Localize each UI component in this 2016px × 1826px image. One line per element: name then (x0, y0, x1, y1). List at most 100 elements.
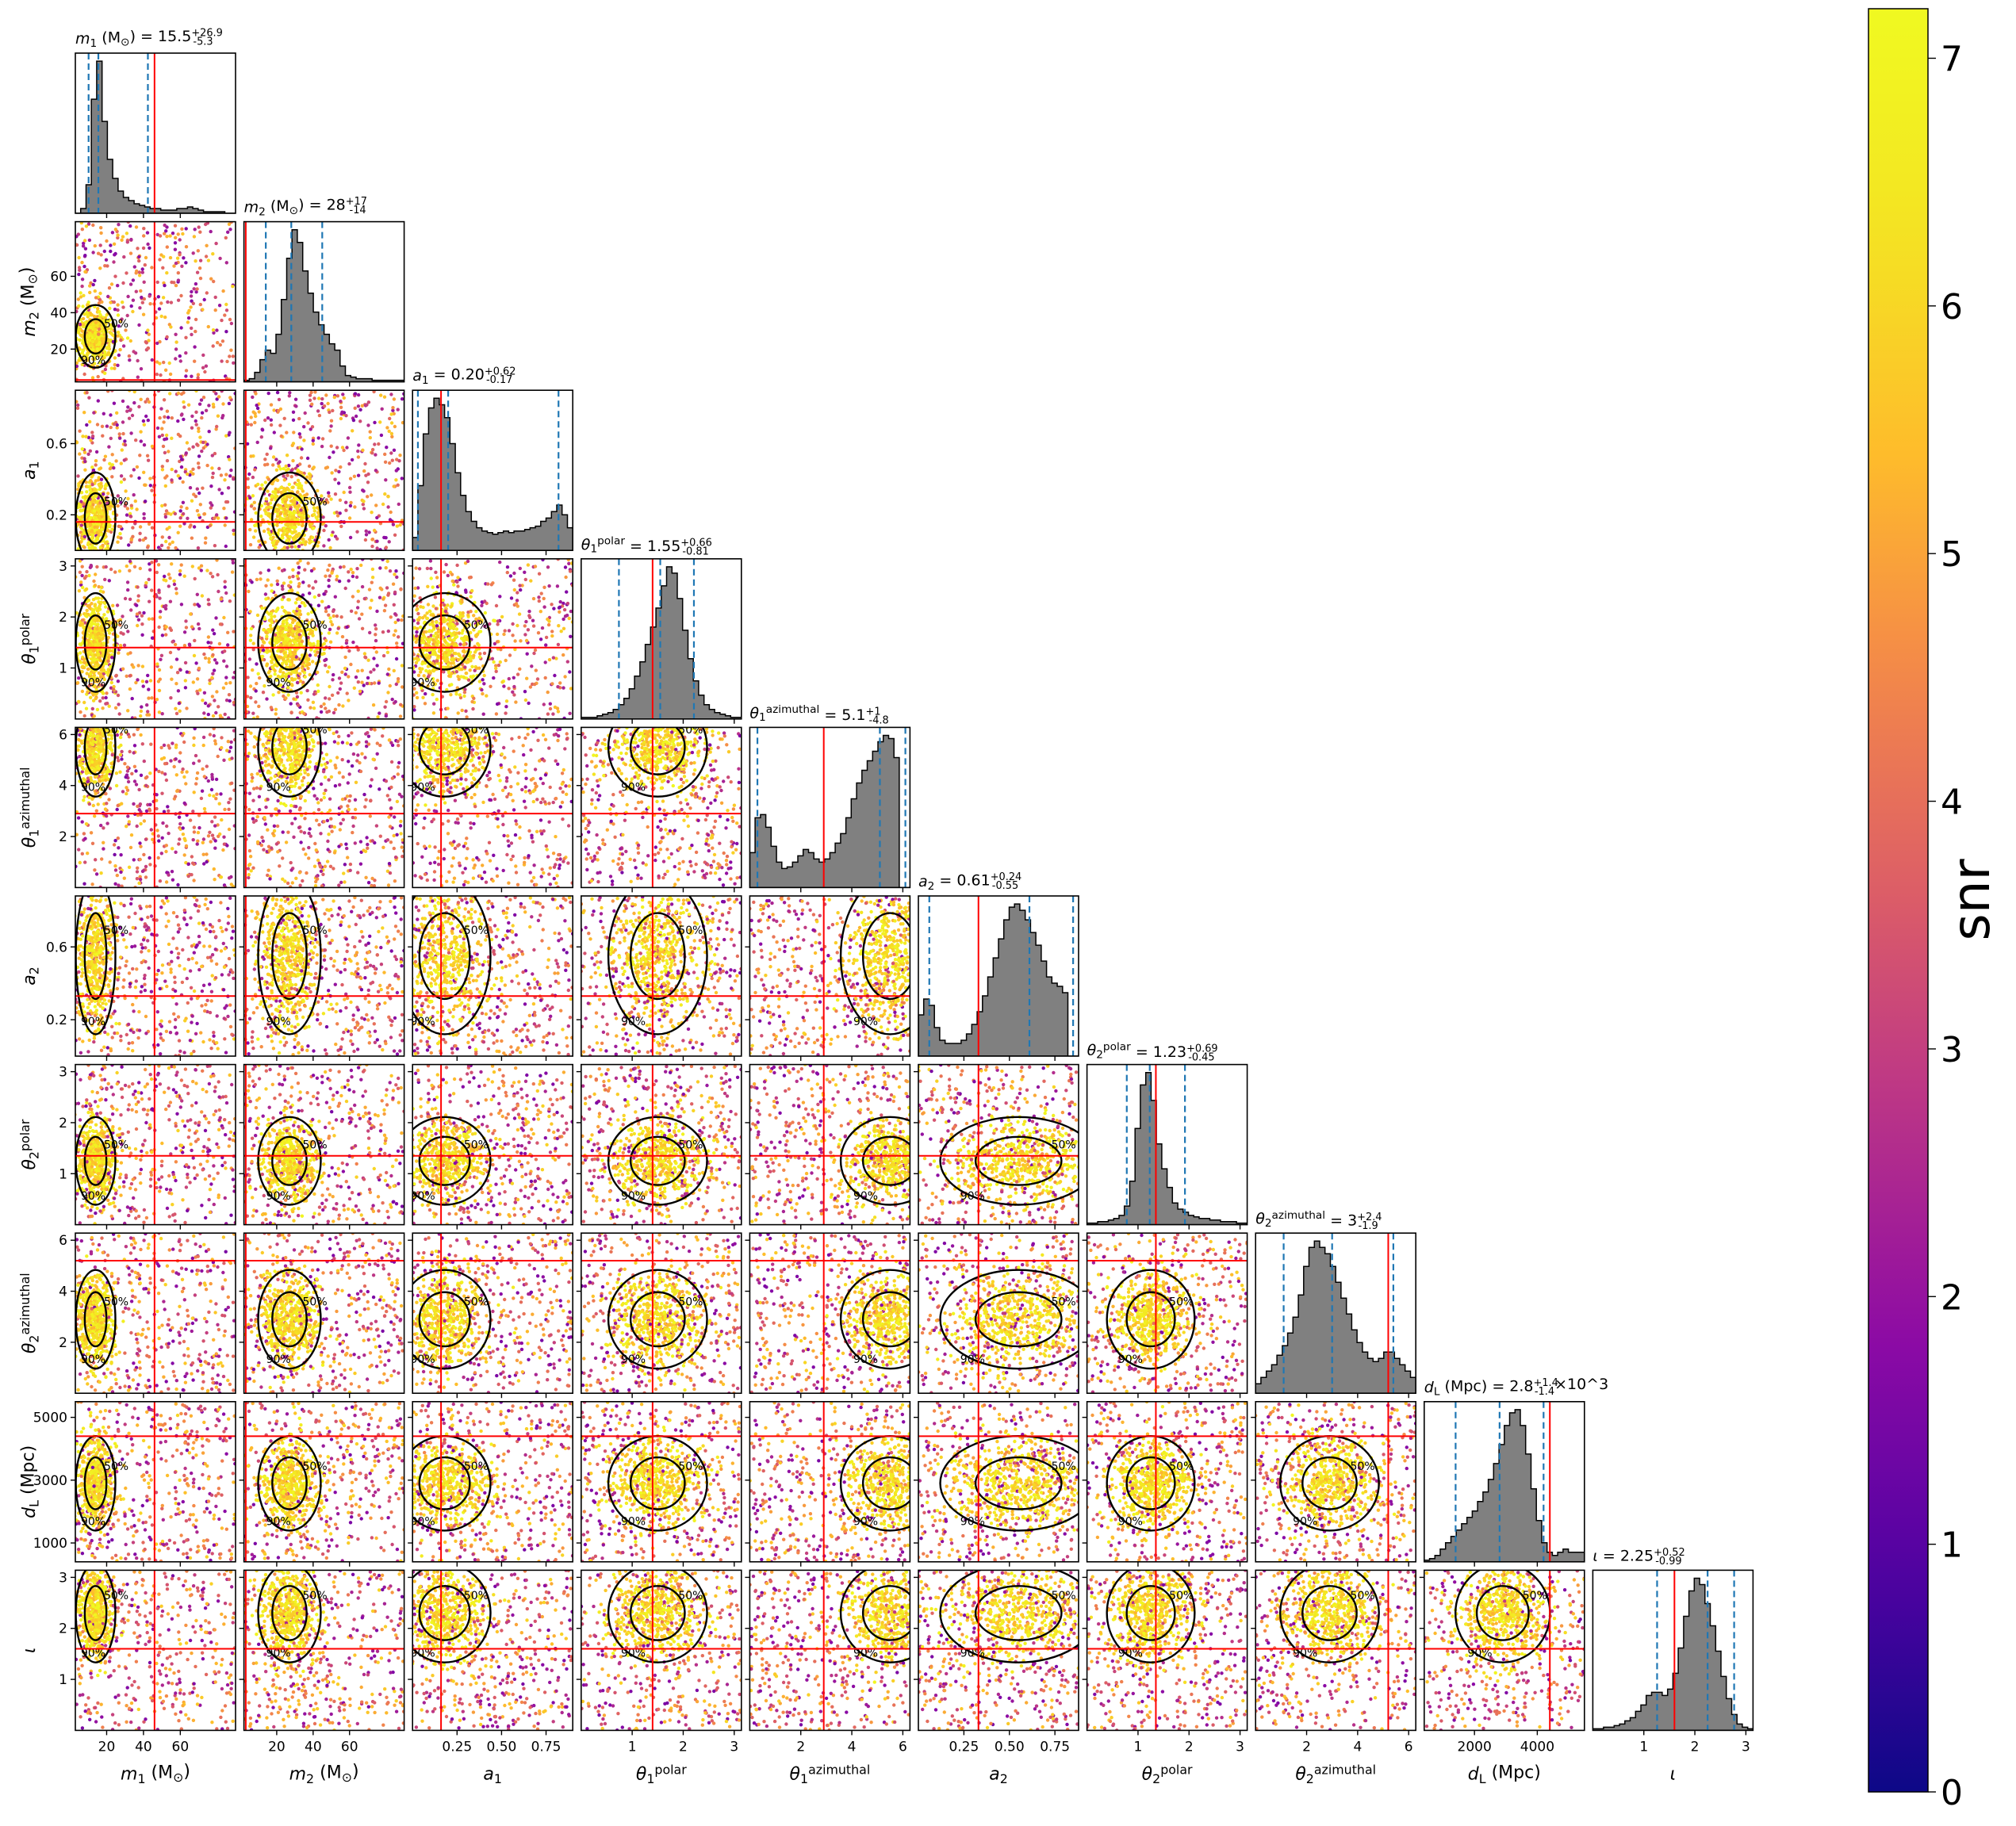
scatter-point (379, 393, 383, 397)
scatter-point (164, 437, 169, 441)
scatter-point (79, 291, 82, 295)
scatter-point (159, 253, 163, 257)
scatter-point (93, 584, 98, 588)
scatter-point (512, 571, 516, 576)
scatter-point (542, 585, 546, 589)
scatter-point (511, 634, 515, 637)
scatter-point (454, 627, 459, 631)
scatter-point (263, 592, 268, 596)
scatter-point (121, 235, 125, 239)
scatter-point (200, 415, 204, 420)
scatter-point (462, 690, 467, 695)
scatter-point (363, 461, 367, 466)
scatter-point (266, 416, 270, 420)
scatter-point (255, 662, 259, 666)
scatter-point (205, 243, 209, 247)
scatter-panel-a1-vs-m1: 50%90%0.20.6 (46, 389, 236, 556)
contour-90 (257, 471, 322, 551)
scatter-point (105, 264, 109, 268)
x-axis-label-m2: m2 (M⊙) (289, 1762, 359, 1786)
scatter-point (308, 496, 312, 501)
scatter-point (99, 675, 103, 679)
scatter-point (174, 591, 178, 595)
scatter-point (107, 704, 111, 708)
scatter-point (412, 657, 416, 661)
scatter-point (140, 633, 144, 637)
scatter-point (93, 658, 97, 662)
scatter-point (309, 610, 314, 614)
scatter-point (312, 641, 316, 646)
scatter-point (282, 595, 286, 599)
scatter-point (401, 614, 404, 618)
scatter-point (164, 539, 168, 544)
scatter-point (343, 672, 347, 676)
scatter-point (360, 612, 364, 616)
scatter-point (117, 353, 121, 358)
scatter-point (531, 618, 535, 622)
scatter-point (76, 474, 80, 478)
scatter-point (142, 234, 146, 238)
scatter-point (138, 454, 142, 457)
scatter-point (131, 309, 135, 314)
scatter-point (224, 544, 228, 549)
scatter-point (120, 448, 124, 452)
scatter-point (106, 390, 110, 393)
scatter-point (142, 611, 146, 615)
scatter-point (106, 659, 110, 663)
scatter-point (93, 528, 97, 533)
scatter-point (290, 443, 294, 447)
scatter-point (119, 335, 123, 339)
scatter-point (300, 552, 303, 555)
scatter-point (205, 221, 210, 225)
scatter-point (306, 657, 311, 662)
scatter-point (290, 683, 294, 687)
scatter-point (129, 608, 133, 612)
scatter-point (552, 607, 556, 611)
scatter-point (182, 256, 186, 260)
scatter-point (290, 554, 293, 557)
scatter-point (104, 565, 108, 569)
scatter-point (249, 518, 254, 522)
scatter-point (251, 395, 255, 400)
scatter-point (270, 660, 274, 664)
scatter-point (216, 572, 220, 577)
scatter-point (86, 452, 90, 456)
scatter-point (113, 253, 117, 257)
scatter-point (169, 628, 174, 632)
scatter-point (293, 601, 298, 605)
scatter-point (306, 421, 310, 425)
scatter-point (328, 574, 332, 578)
scatter-point (303, 411, 307, 415)
scatter-point (164, 579, 168, 583)
scatter-point (92, 579, 96, 584)
scatter-point (215, 328, 219, 332)
scatter-point (270, 614, 274, 618)
scatter-point (358, 419, 362, 423)
scatter-point (109, 327, 113, 331)
scatter-point (163, 450, 167, 455)
scatter-point (297, 534, 301, 538)
scatter-point (144, 584, 148, 588)
scatter-point (406, 644, 409, 647)
scatter-point (115, 423, 119, 427)
scatter-point (249, 454, 253, 458)
scatter-point (170, 280, 174, 285)
scatter-point (210, 454, 214, 457)
scatter-point (69, 675, 72, 678)
scatter-point (282, 619, 286, 623)
scatter-point (277, 397, 282, 402)
scatter-point (288, 534, 293, 539)
scatter-point (262, 529, 266, 534)
scatter-point (316, 488, 320, 493)
scatter-point (251, 648, 255, 652)
scatter-point (365, 403, 369, 407)
scatter-point (232, 670, 236, 675)
scatter-point (294, 404, 298, 408)
scatter-point (133, 716, 137, 719)
scatter-point (368, 630, 372, 635)
scatter-point (116, 303, 120, 307)
scatter-point (197, 402, 202, 406)
scatter-point (519, 639, 523, 643)
scatter-point (345, 625, 349, 630)
scatter-point (322, 404, 327, 408)
